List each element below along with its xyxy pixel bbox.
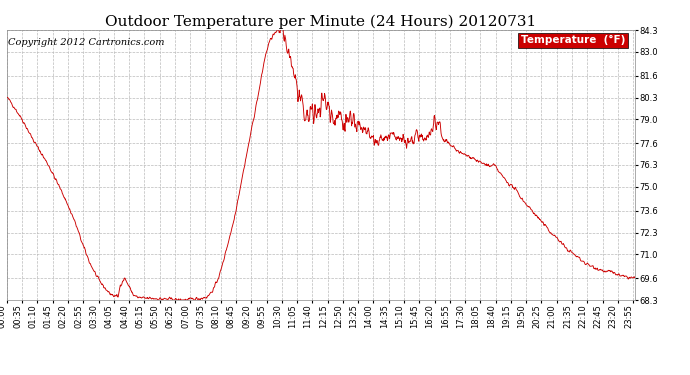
Text: Copyright 2012 Cartronics.com: Copyright 2012 Cartronics.com [8, 38, 165, 47]
Title: Outdoor Temperature per Minute (24 Hours) 20120731: Outdoor Temperature per Minute (24 Hours… [106, 15, 537, 29]
Text: Temperature  (°F): Temperature (°F) [521, 35, 625, 45]
